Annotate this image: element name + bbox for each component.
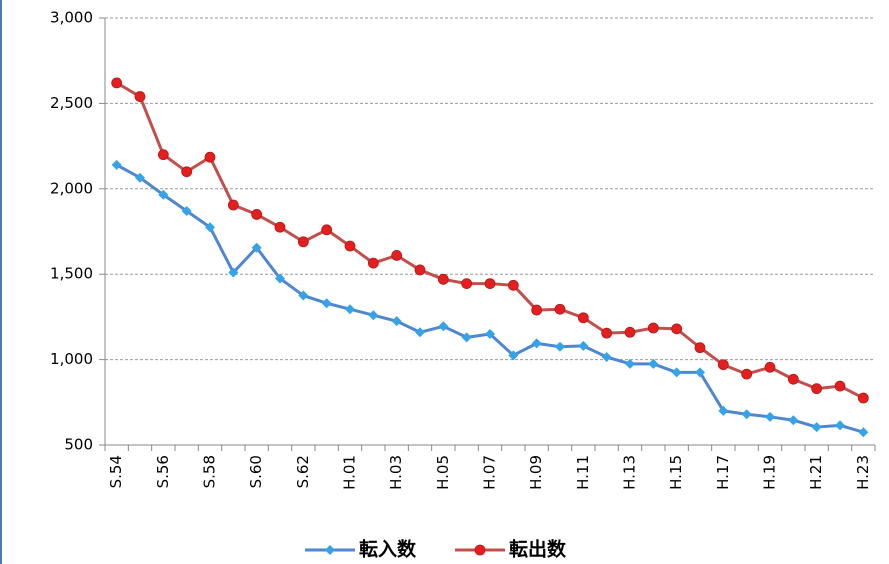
data-point (438, 321, 449, 332)
data-point (765, 411, 775, 422)
y-tick-label: 2,500 (50, 94, 93, 112)
data-point (414, 264, 426, 276)
data-point (275, 273, 285, 284)
data-point (718, 405, 729, 416)
data-point (111, 77, 123, 89)
data-point (181, 206, 192, 217)
x-tick-label: H.21 (807, 455, 825, 490)
y-tick-label: 1,500 (50, 265, 93, 283)
x-tick-label: S.56 (154, 455, 172, 488)
y-tick-label: 500 (64, 436, 93, 454)
data-point (671, 367, 682, 378)
y-tick-label: 1,000 (50, 350, 93, 368)
x-tick-label: H.07 (481, 455, 499, 490)
data-point (764, 361, 776, 373)
data-point (787, 373, 799, 385)
data-point (577, 312, 589, 324)
data-point (158, 189, 169, 200)
data-point (344, 240, 356, 252)
data-point (251, 242, 262, 253)
data-point (741, 409, 752, 420)
legend-marker (325, 545, 335, 555)
data-point (485, 328, 495, 339)
data-point (647, 322, 659, 334)
data-point (624, 326, 636, 338)
legend-label: 転出数 (509, 538, 567, 561)
x-tick-label: H.15 (667, 455, 685, 490)
data-point (321, 298, 332, 309)
data-point (601, 327, 613, 339)
data-point (228, 267, 239, 278)
data-point (227, 199, 239, 211)
x-tick-label: H.19 (761, 455, 779, 490)
x-tick-label: H.03 (387, 455, 405, 490)
data-point (835, 420, 845, 431)
data-point (695, 367, 705, 378)
legend-marker (474, 544, 486, 556)
data-point (181, 166, 193, 178)
data-point (508, 350, 519, 361)
data-point (367, 257, 379, 269)
data-point (531, 304, 543, 316)
data-point (648, 358, 659, 369)
data-point (297, 236, 309, 248)
x-tick-label: H.23 (854, 455, 872, 490)
data-point (135, 172, 145, 183)
x-tick-label: S.60 (247, 455, 265, 488)
data-point (157, 149, 169, 161)
data-point (391, 250, 403, 261)
data-point (391, 316, 402, 327)
data-point (204, 151, 216, 163)
x-tick-label: S.62 (294, 455, 312, 488)
data-point (671, 323, 683, 335)
data-point (368, 310, 379, 321)
data-point (834, 380, 846, 392)
data-point (298, 290, 309, 301)
data-point (437, 273, 449, 285)
y-tick-label: 2,000 (50, 179, 93, 197)
data-point (601, 352, 612, 363)
y-tick-label: 3,000 (50, 9, 93, 27)
data-point (415, 327, 425, 338)
data-point (578, 340, 589, 351)
data-point (134, 91, 146, 102)
data-point (555, 341, 565, 352)
data-point (717, 359, 729, 371)
data-point (694, 342, 706, 354)
data-point (461, 278, 473, 289)
data-point (857, 392, 869, 404)
data-point (507, 279, 519, 291)
x-tick-label: S.58 (201, 455, 219, 488)
x-tick-label: S.54 (107, 455, 125, 488)
data-point (741, 368, 753, 380)
data-point (788, 415, 799, 426)
x-tick-label: H.05 (434, 455, 452, 490)
x-tick-label: H.09 (527, 455, 545, 490)
data-point (811, 422, 822, 433)
data-point (111, 159, 122, 170)
data-point (251, 209, 263, 220)
x-tick-label: H.13 (621, 455, 639, 490)
x-tick-label: H.11 (574, 455, 592, 490)
data-point (625, 358, 635, 369)
data-point (461, 332, 472, 343)
data-point (484, 278, 496, 289)
data-point (321, 224, 333, 236)
data-point (345, 304, 355, 315)
data-point (274, 221, 286, 233)
data-point (858, 427, 869, 438)
legend-label: 転入数 (359, 538, 417, 561)
data-point (554, 303, 566, 315)
x-tick-label: H.01 (341, 455, 359, 490)
data-point (531, 338, 542, 349)
data-point (205, 222, 215, 233)
data-point (811, 383, 823, 395)
x-tick-label: H.17 (714, 455, 732, 490)
